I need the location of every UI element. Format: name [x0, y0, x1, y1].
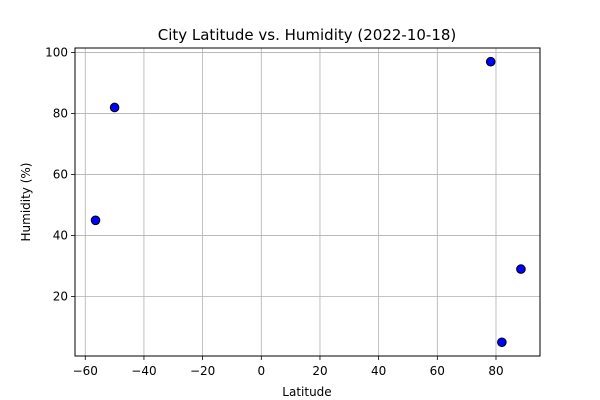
data-point	[109, 102, 120, 113]
grid	[75, 48, 540, 356]
y-tick-label: 20	[53, 290, 68, 304]
y-axis-label: Humidity (%)	[19, 163, 33, 242]
axis-ticks: −60 −40 −20 0 20 40 60 80 20 40 60 80 100	[45, 46, 504, 378]
data-points	[90, 56, 526, 348]
x-tick-label: 60	[430, 364, 445, 378]
x-tick-label: −60	[73, 364, 98, 378]
data-point	[485, 56, 496, 67]
data-point	[90, 215, 101, 226]
y-tick-label: 60	[53, 168, 68, 182]
x-axis-label: Latitude	[282, 385, 331, 399]
plot-frame	[74, 47, 541, 357]
x-tick-label: 20	[312, 364, 327, 378]
x-tick-label: −20	[190, 364, 215, 378]
data-point	[497, 337, 507, 348]
x-tick-label: 0	[257, 364, 265, 378]
data-point	[516, 264, 526, 274]
y-tick-label: 40	[53, 229, 68, 243]
x-tick-label: −40	[131, 364, 156, 378]
x-tick-label: 80	[488, 364, 503, 378]
x-tick-label: 40	[371, 364, 386, 378]
y-tick-label: 100	[45, 46, 68, 60]
chart-title: City Latitude vs. Humidity (2022-10-18)	[158, 26, 457, 44]
y-tick-label: 80	[53, 107, 68, 121]
